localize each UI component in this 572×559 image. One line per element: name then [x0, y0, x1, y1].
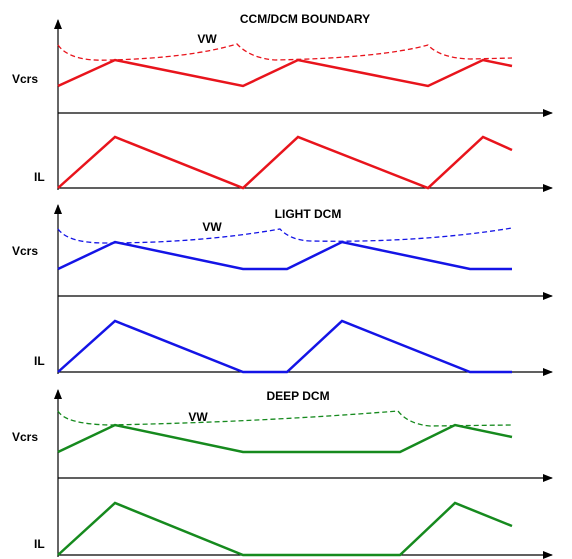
vw-wave — [57, 43, 513, 61]
il-label: IL — [34, 537, 45, 551]
vw-label: VW — [202, 220, 222, 234]
il-label: IL — [34, 170, 45, 184]
panel-deep-dcm: DEEP DCM VW Vcrs IL — [12, 389, 553, 559]
vcrs-label: Vcrs — [12, 430, 38, 444]
vw-label: VW — [197, 32, 217, 46]
vcrs-wave — [57, 58, 513, 88]
vcrs-label: Vcrs — [12, 244, 38, 258]
vw-wave — [57, 227, 513, 244]
vcrs-wave — [57, 423, 513, 454]
panel-title: LIGHT DCM — [275, 207, 342, 221]
panel-ccm-boundary: CCM/DCM BOUNDARY VW Vcrs IL — [12, 12, 553, 192]
panel-light-dcm: LIGHT DCM VW Vcrs IL — [12, 204, 553, 376]
panel-title: DEEP DCM — [266, 389, 329, 403]
panel-title: CCM/DCM BOUNDARY — [240, 12, 370, 26]
vw-wave — [57, 410, 513, 427]
vw-label: VW — [188, 410, 208, 424]
il-wave — [57, 501, 513, 557]
vcrs-label: Vcrs — [12, 72, 38, 86]
il-wave — [57, 319, 512, 374]
vcrs-wave — [57, 240, 512, 271]
il-wave — [57, 135, 513, 190]
il-label: IL — [34, 354, 45, 368]
